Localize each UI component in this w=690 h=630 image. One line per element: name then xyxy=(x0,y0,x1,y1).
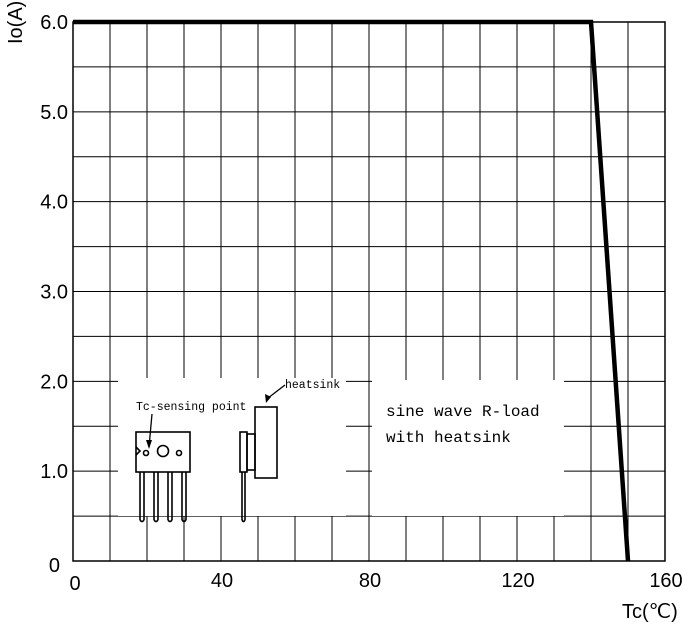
x-tick-label: 80 xyxy=(359,570,381,592)
condition-label-line2: with heatsink xyxy=(386,429,511,447)
series-points xyxy=(72,21,629,562)
heatsink-leader xyxy=(267,384,286,399)
x-tick-label: 40 xyxy=(211,570,233,592)
package-side-view xyxy=(239,406,278,523)
sensing-point-arrow xyxy=(146,440,152,449)
x-tick-label: 160 xyxy=(649,570,682,592)
x-tick-label: 0 xyxy=(69,573,80,595)
x-axis-title: Tc(℃) xyxy=(622,601,678,623)
y-tick-label: 5.0 xyxy=(40,102,68,124)
x-tick-label: 120 xyxy=(501,570,534,592)
sensing-point-label: Tc-sensing point xyxy=(136,401,246,414)
y-tick-label: 0 xyxy=(49,555,60,577)
heatsink-label: heatsink xyxy=(285,379,340,392)
condition-label-line1: sine wave R-load xyxy=(386,403,540,421)
y-tick-label: 4.0 xyxy=(40,192,68,214)
package-front-view xyxy=(135,431,191,523)
y-tick-label: 1.0 xyxy=(40,461,68,483)
y-tick-label: 6.0 xyxy=(40,12,68,34)
heatsink-arrow xyxy=(265,394,271,403)
grid-lines xyxy=(73,22,665,561)
y-tick-label: 2.0 xyxy=(40,371,68,393)
tick-labels: 0 40 80 120 160 0 1.0 2.0 3.0 4.0 5.0 6.0 xyxy=(40,12,683,595)
y-tick-label: 3.0 xyxy=(40,282,68,304)
package-inset xyxy=(118,378,346,516)
condition-inset xyxy=(372,380,564,516)
y-axis-title: Io(A) xyxy=(5,1,27,44)
